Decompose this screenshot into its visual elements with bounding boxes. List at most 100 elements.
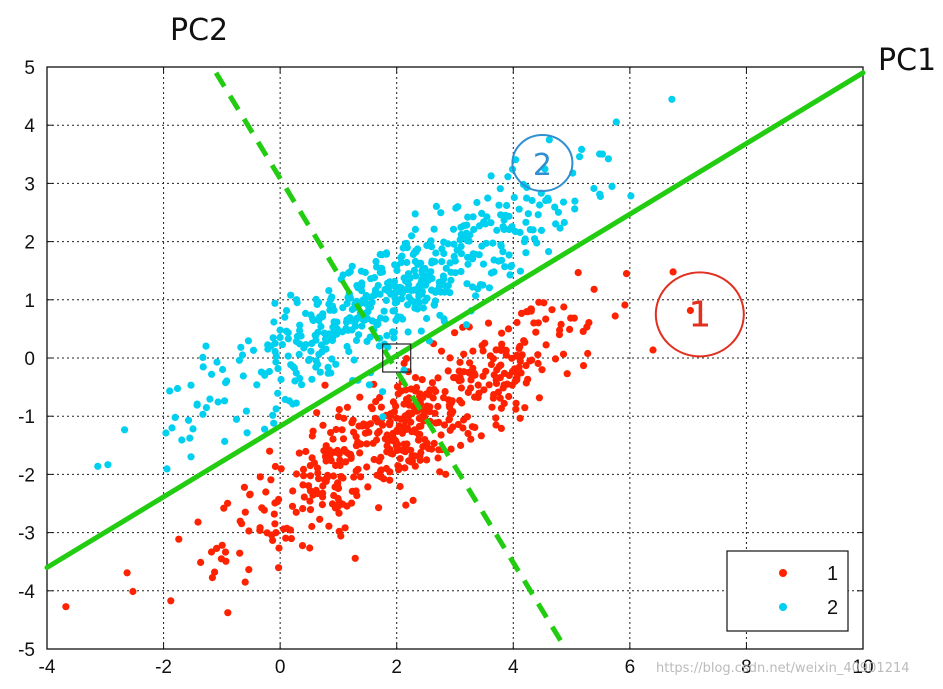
scatter-point-series-1 [434, 402, 442, 411]
scatter-point-series-2 [412, 272, 420, 280]
y-tick-label: 0 [24, 349, 35, 370]
scatter-point-series-2 [405, 280, 413, 289]
scatter-point-series-2 [261, 425, 269, 433]
scatter-point-series-2 [668, 95, 676, 103]
scatter-point-series-2 [282, 307, 291, 315]
x-tick-label: 8 [741, 657, 752, 678]
scatter-point-series-1 [570, 314, 578, 322]
scatter-point-series-1 [387, 449, 395, 457]
scatter-point-series-2 [421, 274, 429, 282]
scatter-point-series-2 [551, 203, 559, 211]
scatter-point-series-1 [504, 325, 513, 333]
scatter-point-series-1 [401, 464, 409, 472]
scatter-point-series-1 [489, 394, 497, 402]
scatter-point-series-1 [446, 354, 454, 362]
scatter-point-series-2 [104, 461, 112, 469]
y-tick-label: 1 [24, 291, 35, 312]
scatter-point-series-2 [428, 286, 436, 294]
scatter-point-series-1 [465, 368, 473, 377]
scatter-point-series-2 [473, 198, 481, 207]
scatter-point-series-1 [421, 436, 429, 444]
scatter-point-series-2 [495, 257, 503, 265]
scatter-point-series-2 [296, 321, 304, 329]
scatter-point-series-1 [419, 443, 427, 451]
scatter-point-series-1 [197, 558, 205, 567]
scatter-point-series-2 [382, 249, 391, 257]
pc2-label: PC2 [170, 13, 228, 48]
scatter-point-series-2 [596, 192, 605, 201]
scatter-point-series-1 [362, 421, 370, 429]
scatter-point-series-1 [286, 526, 295, 534]
scatter-point-series-1 [386, 435, 394, 443]
scatter-point-series-2 [373, 263, 381, 271]
scatter-point-series-2 [329, 323, 337, 331]
scatter-point-series-1 [517, 369, 525, 377]
scatter-point-series-1 [398, 415, 406, 423]
scatter-point-series-1 [498, 329, 506, 337]
scatter-point-series-2 [281, 313, 289, 321]
scatter-point-series-1 [129, 587, 137, 596]
scatter-point-series-1 [275, 564, 283, 572]
scatter-point-series-2 [261, 371, 269, 379]
scatter-point-series-2 [524, 210, 532, 218]
scatter-point-series-2 [392, 288, 400, 296]
scatter-point-series-1 [448, 397, 456, 405]
scatter-point-series-1 [338, 426, 346, 434]
scatter-point-series-2 [479, 260, 488, 268]
scatter-point-series-1 [467, 376, 475, 384]
scatter-point-series-2 [516, 267, 525, 275]
scatter-point-series-1 [369, 439, 377, 447]
scatter-point-series-2 [431, 258, 439, 266]
scatter-point-series-1 [482, 367, 490, 375]
scatter-point-series-2 [235, 356, 243, 364]
scatter-point-series-1 [335, 499, 344, 507]
scatter-point-series-2 [186, 434, 194, 442]
scatter-point-series-2 [432, 202, 440, 210]
scatter-point-series-2 [322, 345, 330, 353]
scatter-point-series-1 [622, 270, 631, 278]
scatter-point-series-2 [221, 437, 229, 445]
scatter-point-series-1 [478, 342, 486, 350]
scatter-point-series-1 [409, 496, 417, 504]
scatter-point-series-1 [306, 544, 314, 552]
scatter-point-series-1 [389, 398, 397, 406]
scatter-point-series-2 [390, 307, 399, 315]
scatter-point-series-2 [316, 368, 324, 376]
scatter-point-series-1 [503, 380, 511, 388]
scatter-point-series-2 [332, 360, 340, 368]
scatter-point-series-2 [521, 235, 529, 243]
scatter-point-series-2 [441, 288, 449, 296]
scatter-point-series-2 [202, 404, 210, 412]
scatter-point-series-2 [487, 172, 495, 180]
scatter-point-series-2 [199, 363, 207, 371]
scatter-point-series-2 [276, 333, 284, 341]
scatter-point-series-1 [306, 497, 314, 505]
scatter-point-series-2 [523, 194, 531, 202]
scatter-point-series-1 [377, 453, 385, 461]
scatter-point-series-1 [322, 442, 330, 450]
scatter-point-series-2 [403, 258, 411, 267]
scatter-point-series-1 [467, 435, 475, 443]
scatter-point-series-2 [462, 321, 471, 329]
points-layer [62, 95, 695, 617]
scatter-point-series-2 [411, 210, 419, 218]
scatter-point-series-2 [366, 303, 375, 311]
scatter-point-series-1 [222, 557, 230, 565]
scatter-point-series-1 [456, 396, 464, 405]
scatter-point-series-1 [280, 525, 288, 533]
scatter-point-series-1 [240, 483, 248, 491]
pc2-line [213, 71, 568, 651]
scatter-point-series-1 [484, 319, 493, 327]
legend-marker-series-2 [779, 603, 787, 611]
scatter-point-series-2 [244, 337, 252, 345]
scatter-point-series-1 [241, 578, 249, 586]
scatter-point-series-1 [306, 472, 315, 480]
scatter-point-series-2 [307, 347, 315, 355]
scatter-point-series-2 [501, 225, 509, 233]
scatter-point-series-2 [438, 258, 446, 266]
scatter-point-series-1 [263, 529, 271, 537]
scatter-point-series-1 [313, 409, 321, 417]
scatter-point-series-1 [375, 504, 383, 512]
scatter-point-series-2 [313, 300, 321, 308]
scatter-point-series-1 [490, 371, 498, 379]
